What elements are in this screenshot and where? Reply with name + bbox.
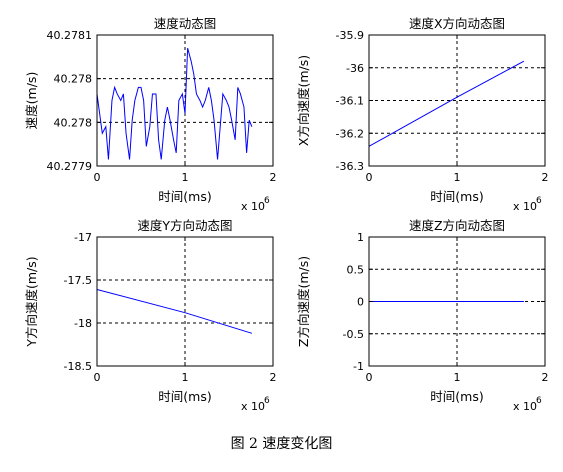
- x-tick-label: 0: [366, 171, 373, 184]
- x-axis-multiplier-exponent: 6: [536, 396, 542, 406]
- series-line-1: [96, 288, 253, 334]
- x-tick-label: 1: [454, 371, 461, 384]
- y-tick-label: -18: [74, 317, 92, 330]
- x-axis-label: 时间(ms): [430, 189, 483, 204]
- x-tick-label: 0: [94, 371, 101, 384]
- y-tick-label: 40.278: [54, 116, 93, 129]
- x-axis-multiplier: x 10: [513, 200, 537, 213]
- y-tick-label: 40.2781: [47, 29, 93, 42]
- x-axis-label: 时间(ms): [158, 189, 211, 204]
- x-tick-label: 0: [94, 171, 101, 184]
- y-tick-label: -18.5: [64, 360, 92, 373]
- x-tick-label: 2: [542, 171, 549, 184]
- chart-title: 速度动态图: [154, 16, 217, 31]
- x-axis-multiplier: x 10: [513, 400, 537, 413]
- y-tick-label: 40.2779: [47, 160, 93, 173]
- chart-panel-2: 0 1 2 -35.9 -36 -36.1 -36.2 -36.3 速度X方向动态图时间(ms)…: [296, 16, 549, 213]
- y-tick-label: -1: [353, 360, 364, 373]
- chart-panel-1: 0 1 2 40.2781 40.278 40.278 40.2779 速度动态图时间(ms)…: [24, 16, 277, 213]
- y-tick-label: -36.3: [336, 160, 364, 173]
- x-tick-label: 0: [366, 371, 373, 384]
- chart-title: 速度Z方向动态图: [409, 218, 505, 233]
- x-axis-multiplier: x 10: [241, 200, 265, 213]
- y-tick-label: -36.1: [336, 95, 364, 108]
- x-tick-label: 1: [454, 171, 461, 184]
- x-tick-label: 2: [542, 371, 549, 384]
- chart-title: 速度Y方向动态图: [137, 218, 232, 233]
- x-tick-label: 2: [270, 371, 277, 384]
- y-tick-label: 0.5: [347, 263, 365, 276]
- x-tick-label: 2: [270, 171, 277, 184]
- x-axis-multiplier-exponent: 6: [536, 196, 542, 206]
- y-axis-label: 速度(m/s): [24, 72, 39, 130]
- y-tick-label: -36: [346, 62, 364, 75]
- series-line-1: [368, 60, 525, 147]
- x-tick-label: 1: [182, 371, 189, 384]
- y-tick-label: -36.2: [336, 127, 364, 140]
- x-axis-label: 时间(ms): [158, 389, 211, 404]
- x-axis-multiplier-exponent: 6: [264, 196, 270, 206]
- figure-caption: 图 2 速度变化图: [230, 436, 333, 452]
- y-axis-label: X方向速度(m/s): [296, 55, 311, 146]
- x-axis-multiplier-exponent: 6: [264, 396, 270, 406]
- y-tick-label: -17.5: [64, 274, 92, 287]
- y-tick-label: 40.278: [54, 73, 93, 86]
- y-tick-label: 0: [357, 296, 364, 309]
- chart-title: 速度X方向动态图: [409, 16, 505, 31]
- y-tick-label: -35.9: [336, 29, 364, 42]
- x-tick-label: 1: [182, 171, 189, 184]
- y-tick-label: 1: [357, 231, 364, 244]
- y-tick-label: -0.5: [343, 328, 364, 341]
- x-axis-label: 时间(ms): [430, 389, 483, 404]
- y-axis-label: Y方向速度(m/s): [24, 256, 39, 347]
- y-tick-label: -17: [74, 231, 92, 244]
- y-axis-label: Z方向速度(m/s): [296, 256, 311, 347]
- series-line-1: [96, 47, 253, 160]
- x-axis-multiplier: x 10: [241, 400, 265, 413]
